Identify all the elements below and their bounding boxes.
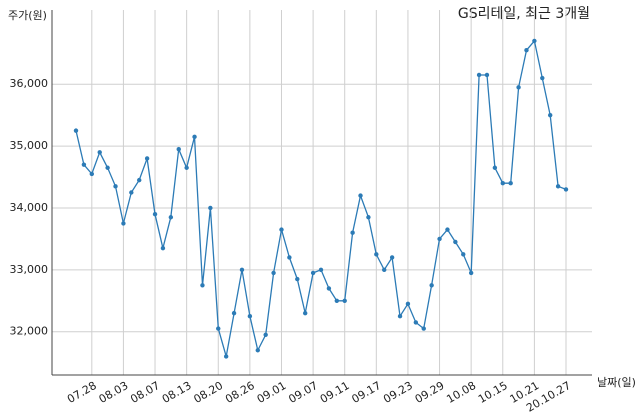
- point: [445, 227, 450, 232]
- x-tick-label: 08.20: [191, 379, 225, 406]
- y-tick-label: 34,000: [10, 201, 49, 214]
- point: [508, 181, 513, 186]
- x-tick-label: 10.08: [444, 379, 478, 406]
- point: [129, 190, 134, 195]
- x-tick-label: 08.13: [160, 379, 194, 406]
- point: [326, 286, 332, 291]
- chart-title: GS리테일, 최근 3개월: [458, 6, 590, 22]
- point: [121, 221, 126, 226]
- point: [239, 267, 245, 273]
- point: [532, 38, 537, 44]
- point: [113, 184, 118, 189]
- x-tick-label: 09.29: [413, 379, 447, 406]
- x-tick-label: 09.23: [381, 379, 415, 406]
- point: [302, 310, 308, 316]
- point: [500, 181, 505, 186]
- y-tick-label: 33,000: [10, 263, 49, 276]
- point: [271, 270, 276, 276]
- point: [318, 267, 324, 273]
- point: [563, 187, 569, 192]
- point: [405, 301, 411, 307]
- point: [492, 165, 498, 170]
- x-tick-label: 09.07: [286, 379, 320, 406]
- x-tick-label: 08.07: [128, 379, 162, 406]
- point: [152, 211, 158, 217]
- point: [247, 314, 253, 319]
- point: [374, 252, 379, 257]
- x-tick-label: 08.03: [97, 379, 131, 406]
- point: [279, 227, 284, 232]
- point: [192, 134, 197, 140]
- point: [208, 205, 213, 211]
- point: [476, 72, 482, 78]
- point: [168, 215, 174, 220]
- point: [350, 230, 355, 235]
- point: [295, 276, 300, 282]
- point: [366, 215, 371, 220]
- y-tick-label: 32,000: [10, 325, 49, 338]
- point: [105, 165, 110, 170]
- x-axis-label: 날짜(일): [597, 375, 636, 389]
- point: [144, 156, 150, 161]
- point: [89, 171, 95, 177]
- point: [516, 85, 521, 90]
- point: [429, 283, 434, 288]
- x-tick-label: 09.11: [318, 379, 352, 406]
- point: [389, 255, 395, 260]
- x-tick-label: 08.26: [223, 379, 257, 406]
- point: [137, 177, 142, 183]
- point: [160, 245, 166, 251]
- point: [547, 112, 553, 118]
- x-tick-label: 10.15: [476, 379, 510, 406]
- point: [397, 314, 403, 319]
- point: [97, 150, 102, 155]
- y-tick-label: 36,000: [10, 77, 49, 90]
- point: [540, 75, 545, 81]
- point: [231, 310, 237, 316]
- point: [358, 193, 363, 198]
- point: [453, 239, 458, 245]
- point: [468, 270, 474, 276]
- point: [176, 146, 181, 152]
- point: [81, 162, 87, 167]
- point: [461, 252, 466, 257]
- point: [342, 298, 347, 303]
- point: [310, 270, 316, 276]
- point: [223, 354, 229, 359]
- line: [75, 39, 567, 357]
- point: [437, 236, 442, 242]
- point: [382, 267, 387, 273]
- point: [216, 326, 221, 331]
- y-axis-label: 주가(원): [8, 9, 47, 22]
- point: [555, 184, 561, 189]
- point: [334, 298, 340, 303]
- point: [287, 255, 292, 260]
- point: [263, 332, 268, 337]
- x-tick-label: 09.17: [350, 379, 384, 406]
- point: [484, 72, 490, 78]
- point: [184, 165, 189, 170]
- point: [200, 283, 205, 288]
- point: [255, 348, 260, 353]
- y-tick-label: 35,000: [10, 139, 49, 152]
- point: [73, 128, 79, 133]
- point: [421, 326, 426, 331]
- point: [413, 320, 419, 325]
- point: [524, 48, 529, 53]
- x-tick-label: 07.28: [65, 379, 99, 406]
- x-tick-label: 09.01: [255, 379, 289, 406]
